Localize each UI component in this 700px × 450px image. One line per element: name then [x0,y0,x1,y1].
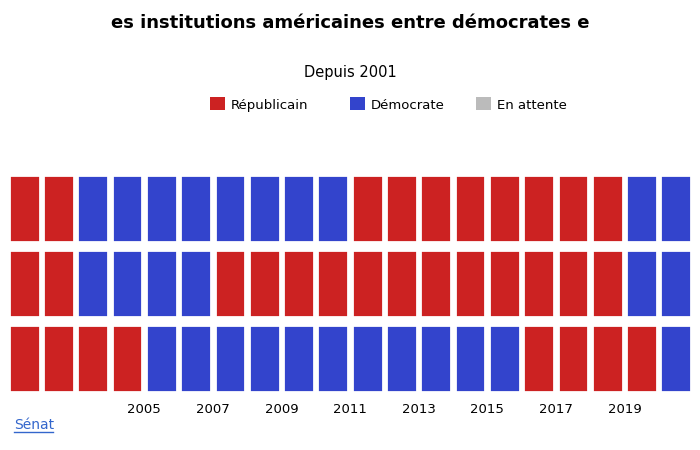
FancyBboxPatch shape [386,250,417,317]
FancyBboxPatch shape [420,250,452,317]
FancyBboxPatch shape [489,175,520,242]
FancyBboxPatch shape [557,325,589,392]
FancyBboxPatch shape [248,325,280,392]
FancyBboxPatch shape [248,175,280,242]
FancyBboxPatch shape [592,175,623,242]
FancyBboxPatch shape [557,250,589,317]
FancyBboxPatch shape [77,325,108,392]
FancyBboxPatch shape [351,250,383,317]
FancyBboxPatch shape [592,250,623,317]
FancyBboxPatch shape [454,325,486,392]
FancyBboxPatch shape [180,250,211,317]
FancyBboxPatch shape [8,250,40,317]
FancyBboxPatch shape [77,250,108,317]
FancyBboxPatch shape [111,250,143,317]
FancyBboxPatch shape [283,250,314,317]
FancyBboxPatch shape [180,325,211,392]
FancyBboxPatch shape [557,175,589,242]
FancyBboxPatch shape [283,175,314,242]
Text: es institutions américaines entre démocrates e: es institutions américaines entre démocr… [111,14,589,32]
FancyBboxPatch shape [592,325,623,392]
FancyBboxPatch shape [214,250,246,317]
FancyBboxPatch shape [386,325,417,392]
FancyBboxPatch shape [317,175,349,242]
Text: Républicain: Républicain [231,99,309,112]
FancyBboxPatch shape [489,250,520,317]
FancyBboxPatch shape [317,250,349,317]
FancyBboxPatch shape [43,175,74,242]
Text: En attente: En attente [497,99,567,112]
FancyBboxPatch shape [214,325,246,392]
Text: Sénat: Sénat [14,418,54,432]
FancyBboxPatch shape [523,250,554,317]
FancyBboxPatch shape [8,175,40,242]
FancyBboxPatch shape [523,325,554,392]
FancyBboxPatch shape [660,325,692,392]
FancyBboxPatch shape [489,325,520,392]
FancyBboxPatch shape [111,175,143,242]
FancyBboxPatch shape [660,175,692,242]
FancyBboxPatch shape [454,175,486,242]
FancyBboxPatch shape [77,175,108,242]
FancyBboxPatch shape [180,175,211,242]
FancyBboxPatch shape [283,325,314,392]
FancyBboxPatch shape [351,175,383,242]
FancyBboxPatch shape [660,250,692,317]
FancyBboxPatch shape [626,250,657,317]
FancyBboxPatch shape [8,325,40,392]
FancyBboxPatch shape [626,325,657,392]
Text: Démocrate: Démocrate [371,99,445,112]
FancyBboxPatch shape [146,175,177,242]
FancyBboxPatch shape [111,325,143,392]
FancyBboxPatch shape [43,250,74,317]
FancyBboxPatch shape [317,325,349,392]
FancyBboxPatch shape [248,250,280,317]
FancyBboxPatch shape [146,325,177,392]
FancyBboxPatch shape [420,175,452,242]
FancyBboxPatch shape [43,325,74,392]
FancyBboxPatch shape [214,175,246,242]
FancyBboxPatch shape [454,250,486,317]
FancyBboxPatch shape [420,325,452,392]
FancyBboxPatch shape [386,175,417,242]
Text: Depuis 2001: Depuis 2001 [304,65,396,80]
FancyBboxPatch shape [523,175,554,242]
FancyBboxPatch shape [146,250,177,317]
FancyBboxPatch shape [351,325,383,392]
FancyBboxPatch shape [626,175,657,242]
